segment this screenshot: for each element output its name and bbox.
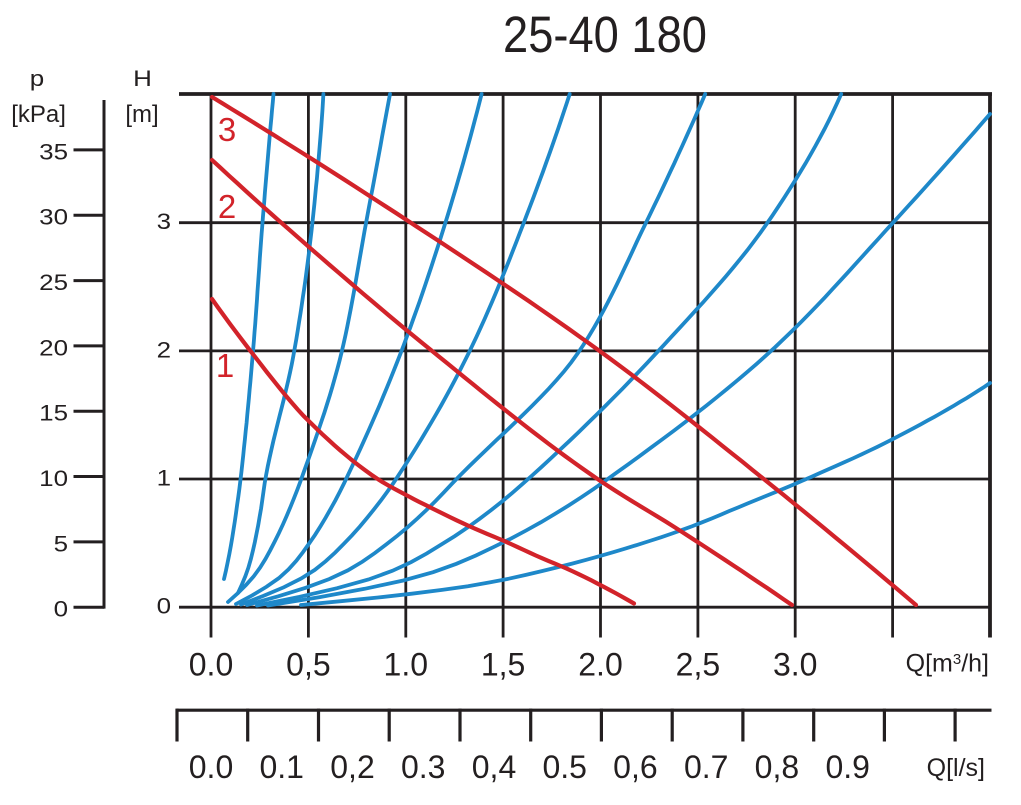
svg-text:1: 1 [216,347,234,384]
svg-text:0.7: 0.7 [684,749,728,785]
svg-text:0.5: 0.5 [542,749,586,785]
svg-text:0,6: 0,6 [613,749,657,785]
svg-text:0,8: 0,8 [755,749,799,785]
svg-text:3.0: 3.0 [773,647,817,683]
svg-text:Q[m3/h]: Q[m3/h] [906,650,989,678]
svg-text:3: 3 [157,210,171,235]
svg-text:0: 0 [54,597,68,622]
svg-text:1: 1 [157,466,171,491]
svg-text:2.0: 2.0 [578,647,622,683]
svg-text:25: 25 [39,271,68,296]
svg-text:35: 35 [39,140,68,165]
svg-text:0.1: 0.1 [259,749,303,785]
svg-text:2,5: 2,5 [676,647,720,683]
svg-text:0.3: 0.3 [401,749,445,785]
svg-text:H: H [133,67,152,92]
svg-text:0.9: 0.9 [825,749,869,785]
svg-text:[m]: [m] [125,101,158,128]
svg-text:0,4: 0,4 [472,749,516,785]
svg-text:0,5: 0,5 [286,647,330,683]
svg-text:20: 20 [39,336,68,361]
svg-text:30: 30 [39,205,68,230]
svg-text:25-40 180: 25-40 180 [503,7,707,64]
svg-text:10: 10 [39,467,68,492]
svg-text:[kPa]: [kPa] [11,101,66,128]
svg-text:Q[l/s]: Q[l/s] [927,754,985,782]
svg-text:3: 3 [218,111,236,148]
svg-text:1.0: 1.0 [384,647,428,683]
svg-text:2: 2 [157,338,171,363]
svg-text:0,2: 0,2 [330,749,374,785]
svg-text:0.0: 0.0 [189,749,233,785]
svg-text:0.0: 0.0 [189,647,233,683]
svg-text:15: 15 [39,401,68,426]
svg-text:0: 0 [157,594,171,619]
svg-text:5: 5 [54,532,68,557]
svg-text:1,5: 1,5 [481,647,525,683]
svg-text:p: p [30,67,44,92]
svg-text:2: 2 [218,188,236,225]
